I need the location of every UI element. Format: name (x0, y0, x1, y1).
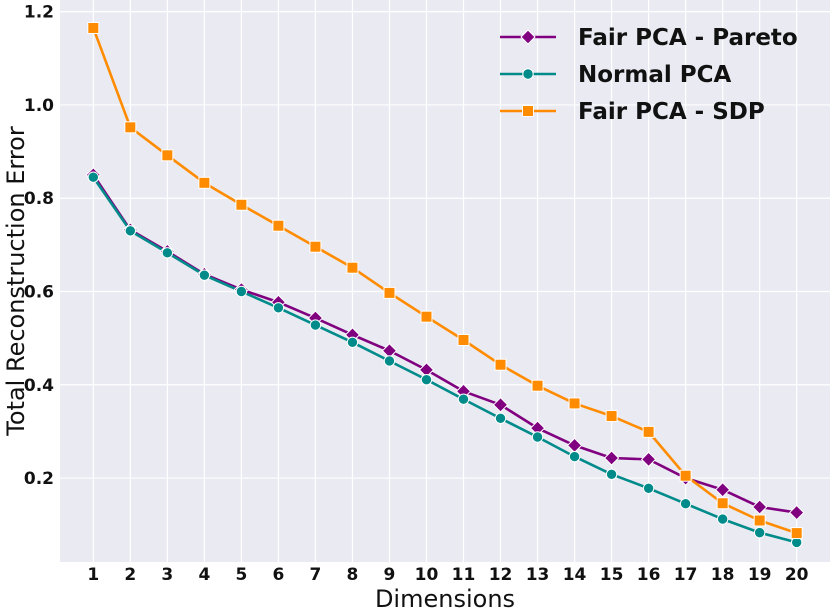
data-point-normal-pca (457, 393, 470, 405)
data-point-normal-pca (198, 269, 211, 281)
data-point-fair-pca-sdp (420, 310, 433, 323)
data-point-normal-pca (87, 171, 100, 183)
x-tick-label: 15 (600, 565, 624, 585)
legend-marker-fair-pca-sdp (522, 105, 534, 117)
data-point-fair-pca-sdp (642, 425, 655, 438)
data-point-normal-pca (568, 450, 581, 463)
plot-area (60, 0, 830, 562)
legend-label-fair-pca-pareto: Fair PCA - Pareto (578, 25, 798, 51)
data-point-fair-pca-sdp (272, 219, 285, 232)
legend: Fair PCA - Pareto Normal PCA Fair PCA - SD… (500, 25, 798, 125)
data-point-normal-pca (531, 431, 544, 443)
data-point-fair-pca-sdp (494, 358, 507, 371)
data-point-normal-pca (753, 526, 766, 539)
data-point-fair-pca-sdp (309, 240, 322, 253)
data-point-normal-pca (679, 498, 692, 510)
series-markers (85, 21, 805, 549)
data-point-fair-pca-sdp (124, 121, 137, 134)
x-axis-label: Dimensions (375, 585, 515, 613)
series-line-normal-pca (92, 176, 798, 544)
y-axis-label: Total Reconstruction Error (2, 126, 30, 437)
x-tick-label: 12 (489, 565, 513, 585)
x-tick-label: 8 (347, 565, 359, 585)
data-point-fair-pca-sdp (531, 379, 544, 392)
x-tick-label: 7 (310, 565, 322, 585)
x-tick-label: 19 (748, 565, 772, 585)
x-tick-label: 16 (637, 565, 661, 585)
y-tick-label: 1.0 (24, 96, 54, 116)
y-tick-label: 1.2 (24, 3, 54, 23)
data-point-fair-pca-sdp (716, 497, 729, 510)
x-tick-label: 20 (785, 565, 809, 585)
data-point-normal-pca (642, 482, 655, 495)
y-tick-label: 0.8 (24, 189, 54, 209)
data-point-normal-pca (235, 285, 248, 298)
x-tick-label: 5 (235, 565, 247, 585)
data-point-normal-pca (420, 373, 433, 386)
data-point-fair-pca-sdp (161, 149, 174, 162)
y-axis-ticks: 0.2 0.4 0.6 0.8 1.0 1.2 (24, 3, 54, 489)
x-tick-label: 9 (384, 565, 396, 585)
data-point-fair-pca-pareto (603, 450, 620, 466)
x-tick-label: 6 (272, 565, 284, 585)
x-tick-label: 3 (161, 565, 173, 585)
data-point-fair-pca-sdp (235, 198, 248, 211)
legend-marker-normal-pca (522, 68, 534, 80)
y-tick-label: 0.6 (24, 282, 54, 302)
data-point-fair-pca-sdp (568, 397, 581, 410)
x-tick-label: 1 (87, 565, 99, 585)
x-tick-label: 13 (526, 565, 550, 585)
data-point-fair-pca-sdp (87, 21, 100, 34)
data-point-fair-pca-pareto (788, 504, 805, 521)
data-point-fair-pca-sdp (457, 333, 470, 346)
data-point-normal-pca (346, 336, 359, 349)
data-point-fair-pca-sdp (790, 527, 803, 540)
data-point-fair-pca-pareto (751, 499, 768, 515)
legend-label-normal-pca: Normal PCA (578, 62, 732, 88)
data-point-normal-pca (494, 412, 507, 425)
grid (60, 0, 830, 562)
data-point-fair-pca-sdp (753, 514, 766, 527)
data-point-fair-pca-sdp (346, 261, 359, 274)
data-point-fair-pca-pareto (714, 482, 731, 498)
data-point-normal-pca (716, 513, 729, 525)
x-tick-label: 18 (711, 565, 735, 585)
data-point-normal-pca (309, 319, 322, 331)
data-point-fair-pca-pareto (492, 397, 509, 413)
series-lines (92, 27, 798, 544)
data-point-normal-pca (272, 302, 285, 314)
y-tick-label: 0.2 (24, 469, 54, 489)
x-tick-label: 4 (198, 565, 210, 585)
x-tick-label: 14 (563, 565, 587, 585)
data-point-normal-pca (161, 247, 174, 259)
data-point-normal-pca (383, 355, 396, 367)
x-tick-label: 2 (124, 565, 136, 585)
y-tick-label: 0.4 (24, 376, 54, 396)
data-point-fair-pca-pareto (640, 451, 657, 468)
data-point-normal-pca (605, 468, 618, 481)
data-point-fair-pca-sdp (198, 176, 211, 189)
legend-label-fair-pca-sdp: Fair PCA - SDP (578, 99, 765, 125)
legend-marker-fair-pca-pareto (520, 29, 536, 45)
data-point-fair-pca-sdp (605, 410, 618, 423)
x-axis-ticks: 1 2 3 4 5 6 7 8 9 10 11 12 13 14 15 16 17 18 19 20 (87, 565, 808, 585)
series-line-fair-pca-sdp (92, 27, 798, 535)
x-tick-label: 10 (415, 565, 439, 585)
data-point-fair-pca-sdp (679, 469, 692, 482)
x-tick-label: 11 (452, 565, 476, 585)
data-point-fair-pca-sdp (383, 286, 396, 299)
x-tick-label: 17 (674, 565, 698, 585)
data-point-normal-pca (124, 225, 137, 237)
